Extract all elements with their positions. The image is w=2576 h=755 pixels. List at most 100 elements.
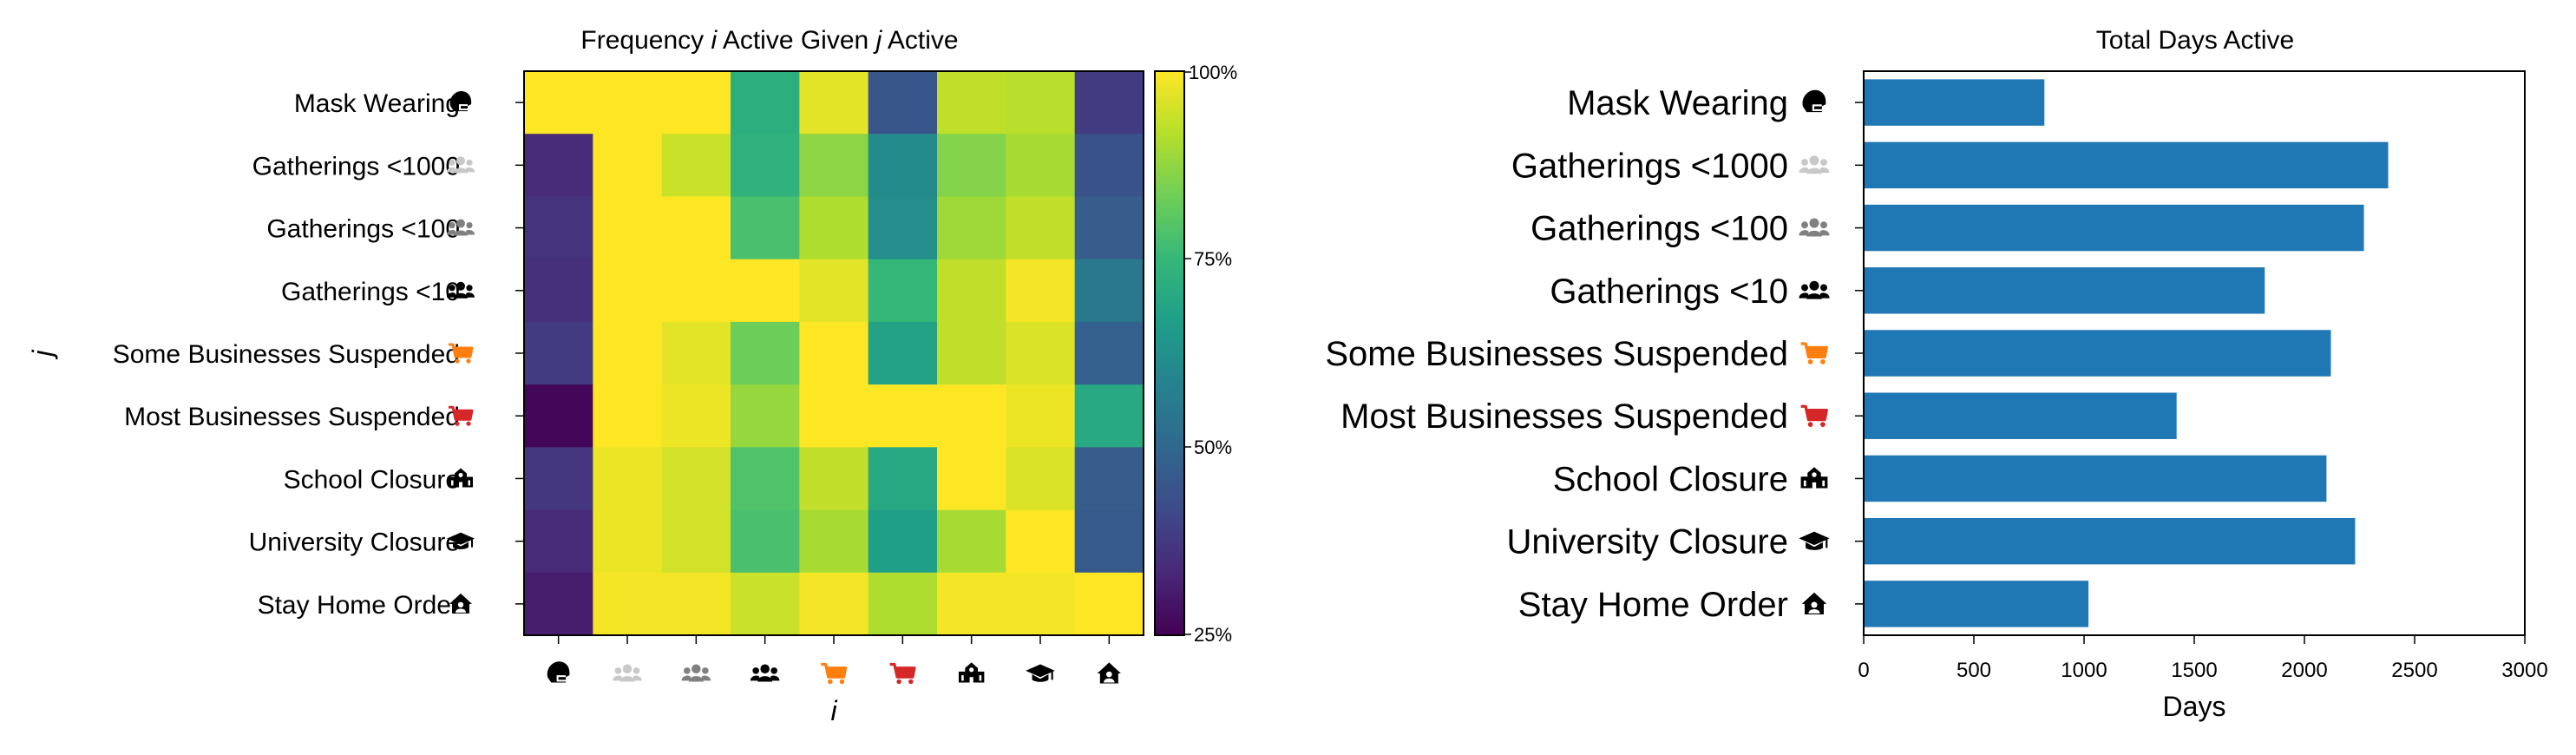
bar: [1864, 330, 2331, 377]
mask-head-icon: [449, 91, 472, 112]
heatmap-x-axis-label: i: [830, 695, 837, 726]
heatmap-cell: [1006, 196, 1076, 260]
heatmap-cell: [731, 572, 800, 636]
heatmap-row-label: Stay Home Order: [258, 591, 460, 620]
bar-x-axis-label: Days: [2163, 691, 2226, 722]
bar: [1864, 141, 2389, 189]
heatmap-cell: [1006, 134, 1076, 197]
heatmap-row-label: Gatherings <10: [281, 278, 460, 306]
heatmap-cell: [1006, 509, 1076, 574]
bar-x-tick-label: 2000: [2281, 659, 2327, 682]
heatmap-cell: [1074, 196, 1144, 260]
heatmap-y-axis-label: j: [27, 350, 58, 360]
heatmap-cell: [661, 384, 731, 448]
bar-row-label: School Closure: [1553, 460, 1788, 498]
heatmap-cell: [524, 71, 593, 135]
heatmap-cell: [868, 509, 938, 574]
bar: [1864, 517, 2356, 565]
heatmap-cell: [593, 71, 663, 135]
heatmap-cell: [937, 259, 1006, 323]
shopping-cart-icon: [889, 662, 916, 685]
heatmap-row-label: Mask Wearing: [294, 89, 460, 118]
school-icon: [1800, 467, 1828, 489]
bar: [1864, 267, 2265, 314]
heatmap-cell: [868, 71, 938, 135]
bar-row-label: Mask Wearing: [1567, 84, 1788, 122]
heatmap-cell: [524, 321, 593, 385]
heatmap-cell: [868, 384, 938, 448]
graduation-cap-icon: [447, 532, 475, 549]
heatmap-row-labels: Mask Wearing Gatherings <1000 Gatherings <…: [113, 89, 524, 620]
heatmap-cell: [524, 196, 593, 260]
heatmap-cell: [868, 196, 938, 260]
heatmap-cell: [524, 447, 593, 511]
bar-x-tick-label: 1500: [2171, 659, 2217, 682]
heatmap-cell: [937, 572, 1006, 636]
heatmap-cell: [593, 572, 663, 636]
heatmap-cell: [661, 259, 731, 323]
people-group-icon: [613, 664, 642, 682]
heatmap-cell: [799, 572, 869, 636]
shopping-cart-icon: [449, 405, 474, 426]
heatmap-cell: [731, 384, 800, 448]
bar: [1864, 455, 2327, 502]
bar-row-label: Some Businesses Suspended: [1325, 335, 1788, 373]
bar-x-tick-label: 2500: [2391, 659, 2437, 682]
heatmap-cell: [799, 509, 869, 574]
heatmap-cell: [1006, 447, 1076, 511]
heatmap-cell: [524, 384, 593, 448]
heatmap-cell: [731, 509, 800, 574]
heatmap-cell: [799, 259, 869, 323]
colorbar-tick-label: 50%: [1194, 437, 1232, 458]
bar-chart-title: Total Days Active: [2096, 26, 2294, 55]
heatmap-row-label: Gatherings <1000: [252, 152, 460, 181]
bar-panel: Total Days Active Mask Wearing Gatherings…: [1325, 26, 2547, 722]
people-group-icon: [750, 664, 780, 682]
heatmap-cell: [1074, 321, 1144, 385]
mask-head-icon: [1802, 89, 1826, 113]
heatmap-cell: [868, 259, 938, 323]
heatmap-cell: [1006, 71, 1076, 135]
people-group-icon: [1799, 280, 1830, 299]
heatmap-cell: [937, 509, 1006, 574]
heatmap-cell: [731, 321, 800, 385]
bar: [1864, 79, 2045, 126]
shopping-cart-icon: [1800, 342, 1828, 364]
bar-x-tick-label: 1000: [2061, 659, 2107, 682]
heatmap-panel: Frequency i Active Given j Active Mask W…: [27, 26, 1237, 726]
heatmap-cell: [1074, 71, 1144, 135]
heatmap-cell: [593, 196, 663, 260]
heatmap-cell: [937, 321, 1006, 385]
heatmap-cell: [1006, 321, 1076, 385]
people-group-icon: [447, 156, 475, 174]
heatmap-cell: [593, 321, 663, 385]
heatmap-row-label: Some Businesses Suspended: [113, 340, 460, 369]
bar-row-labels: Mask Wearing Gatherings <1000 Gatherings <…: [1325, 84, 1864, 624]
heatmap-cell: [661, 572, 731, 636]
heatmap-cell: [593, 384, 663, 448]
bar-row-label: Most Businesses Suspended: [1340, 397, 1788, 436]
heatmap-cell: [593, 509, 663, 574]
shopping-cart-icon: [449, 343, 474, 364]
heatmap-cell: [937, 384, 1006, 448]
heatmap-row-label: Gatherings <100: [266, 215, 460, 244]
heatmap-cell: [524, 134, 593, 197]
heatmap-cell: [1074, 572, 1144, 636]
people-group-icon: [681, 664, 711, 682]
shopping-cart-icon: [1800, 404, 1828, 427]
bar-x-tick-label: 3000: [2501, 659, 2547, 682]
people-group-icon: [447, 281, 475, 299]
heatmap-cell: [661, 447, 731, 511]
colorbar: [1154, 70, 1185, 636]
house-user-icon: [449, 593, 472, 614]
heatmap-cell: [868, 572, 938, 636]
heatmap-cell: [731, 134, 800, 197]
bar-row-label: University Closure: [1506, 523, 1788, 561]
heatmap-cell: [937, 447, 1006, 511]
heatmap-cell: [799, 321, 869, 385]
heatmap-cell: [1006, 259, 1076, 323]
shopping-cart-icon: [821, 662, 848, 685]
heatmap-cell: [593, 259, 663, 323]
heatmap-cell: [731, 71, 800, 135]
heatmap-cell: [524, 572, 593, 636]
